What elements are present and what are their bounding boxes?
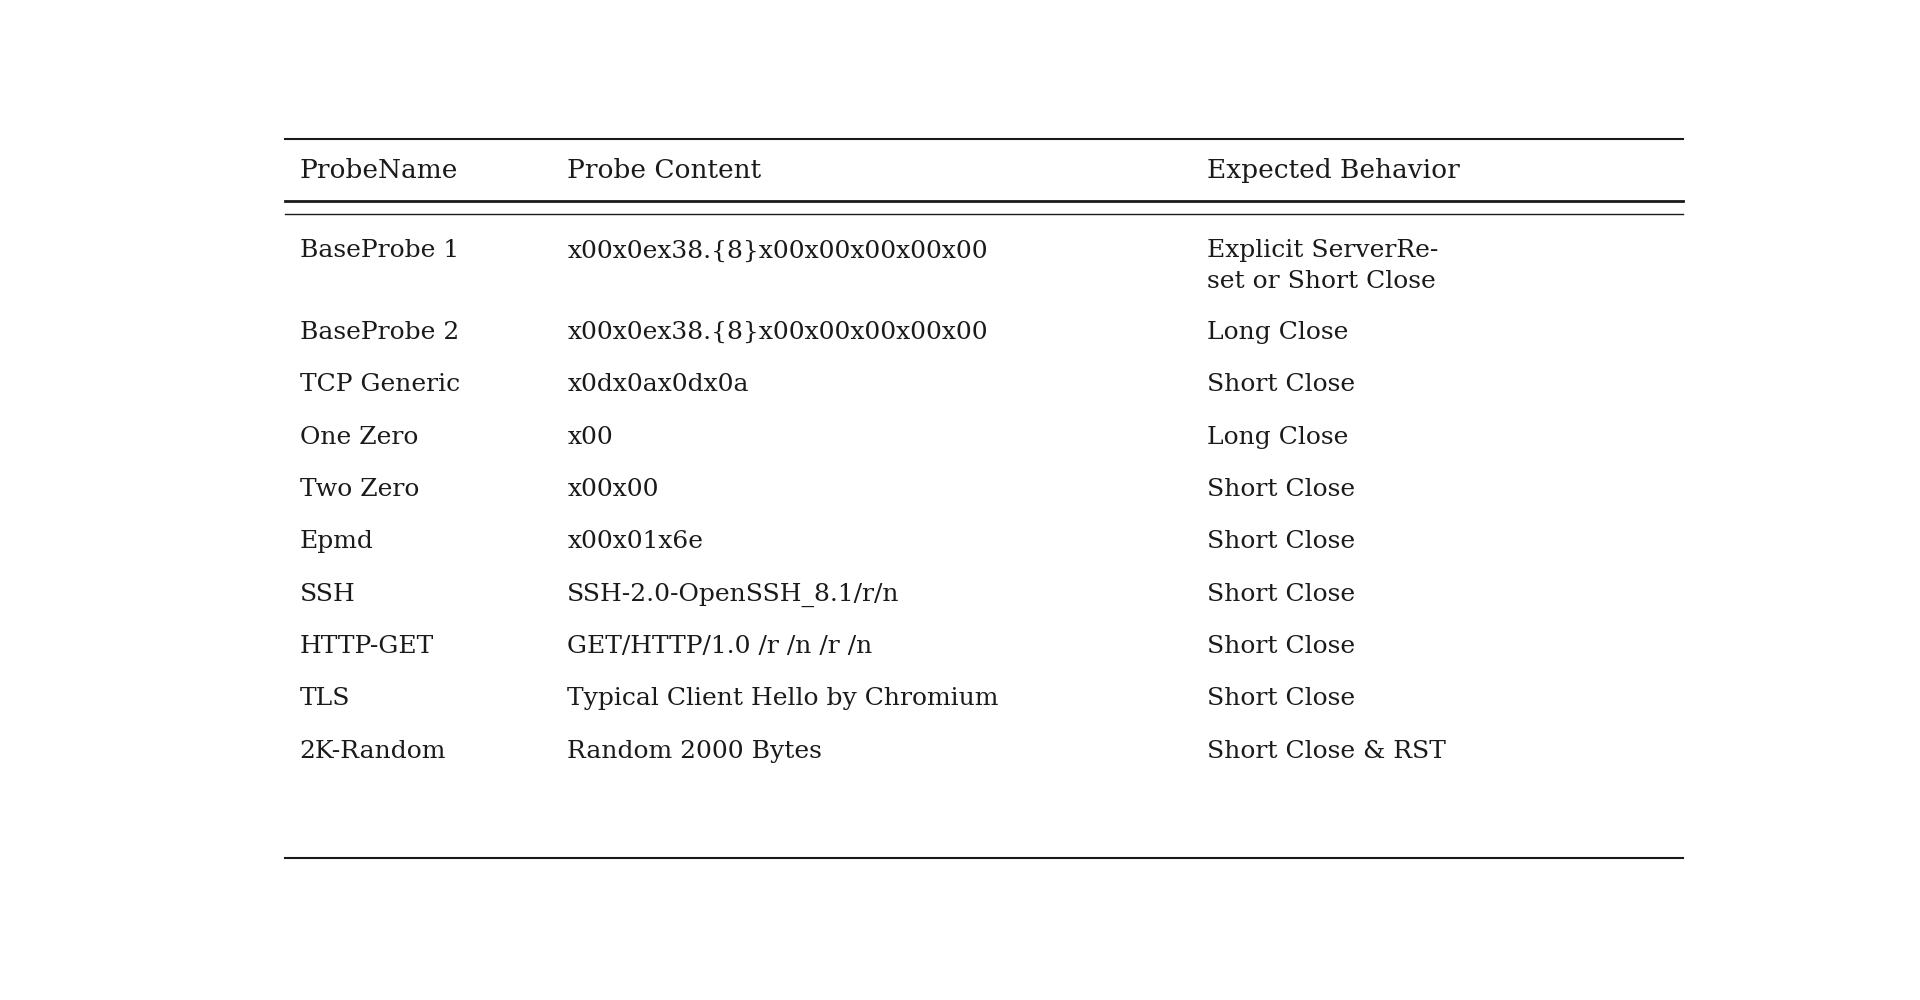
- Text: 2K-Random: 2K-Random: [300, 740, 445, 763]
- Text: Expected Behavior: Expected Behavior: [1208, 158, 1459, 183]
- Text: Two Zero: Two Zero: [300, 478, 419, 501]
- Text: Short Close: Short Close: [1208, 530, 1356, 553]
- Text: Explicit ServerRe-
set or Short Close: Explicit ServerRe- set or Short Close: [1208, 239, 1438, 293]
- Text: x00x0ex38.{8}x00x00x00x00x00: x00x0ex38.{8}x00x00x00x00x00: [568, 321, 989, 344]
- Text: x00x0ex38.{8}x00x00x00x00x00: x00x0ex38.{8}x00x00x00x00x00: [568, 239, 989, 262]
- Text: Short Close: Short Close: [1208, 478, 1356, 501]
- Text: BaseProbe 2: BaseProbe 2: [300, 321, 459, 344]
- Text: One Zero: One Zero: [300, 426, 419, 449]
- Text: Short Close: Short Close: [1208, 583, 1356, 606]
- Text: Long Close: Long Close: [1208, 426, 1348, 449]
- Text: ProbeName: ProbeName: [300, 158, 457, 183]
- Text: Typical Client Hello by Chromium: Typical Client Hello by Chromium: [568, 687, 998, 710]
- Text: Short Close: Short Close: [1208, 687, 1356, 710]
- Text: Short Close & RST: Short Close & RST: [1208, 740, 1446, 763]
- Text: x0dx0ax0dx0a: x0dx0ax0dx0a: [568, 373, 749, 396]
- Text: TLS: TLS: [300, 687, 349, 710]
- Text: Long Close: Long Close: [1208, 321, 1348, 344]
- Text: TCP Generic: TCP Generic: [300, 373, 459, 396]
- Text: x00x00: x00x00: [568, 478, 659, 501]
- Text: Probe Content: Probe Content: [568, 158, 762, 183]
- Text: Short Close: Short Close: [1208, 373, 1356, 396]
- Text: x00: x00: [568, 426, 612, 449]
- Text: Random 2000 Bytes: Random 2000 Bytes: [568, 740, 822, 763]
- Text: BaseProbe 1: BaseProbe 1: [300, 239, 459, 262]
- Text: SSH-2.0-OpenSSH_8.1/r/n: SSH-2.0-OpenSSH_8.1/r/n: [568, 583, 900, 607]
- Text: Short Close: Short Close: [1208, 635, 1356, 658]
- Text: x00x01x6e: x00x01x6e: [568, 530, 703, 553]
- Text: GET/HTTP/1.0 /r /n /r /n: GET/HTTP/1.0 /r /n /r /n: [568, 635, 872, 658]
- Text: SSH: SSH: [300, 583, 355, 606]
- Text: HTTP-GET: HTTP-GET: [300, 635, 434, 658]
- Text: Epmd: Epmd: [300, 530, 372, 553]
